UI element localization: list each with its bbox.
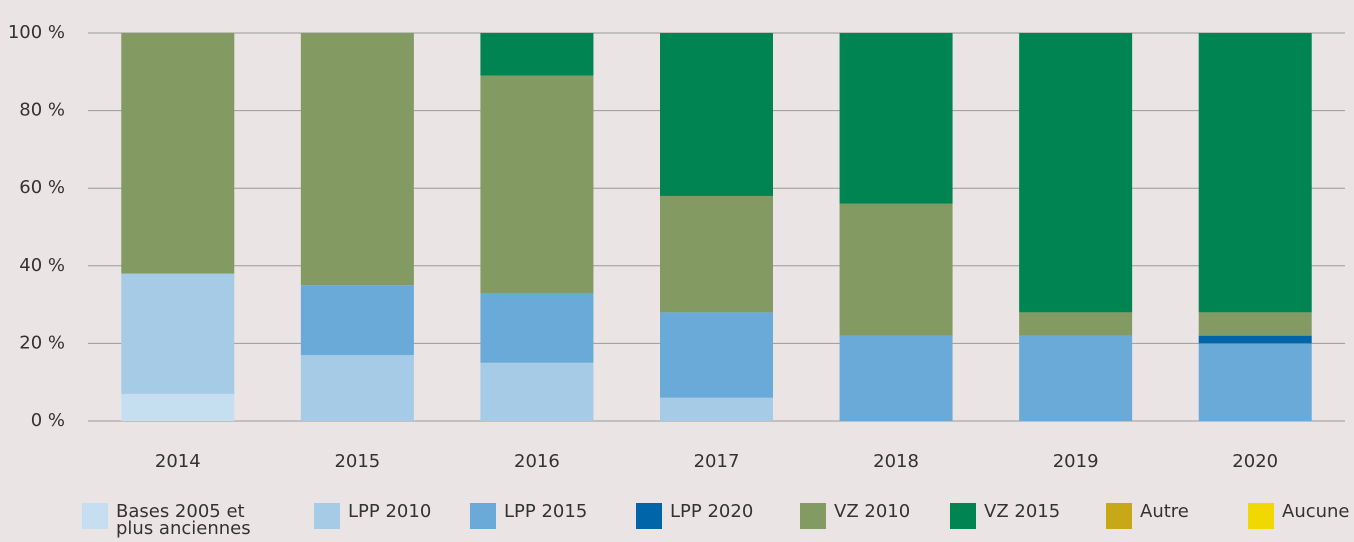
bar-segment — [660, 397, 773, 421]
legend-swatch — [314, 503, 340, 529]
legend-item: Aucune — [1248, 503, 1350, 529]
legend-swatch — [1248, 503, 1274, 529]
legend-label: VZ 2015 — [984, 501, 1061, 522]
bar-segment — [1198, 33, 1312, 313]
legend-item: LPP 2010 — [314, 503, 431, 529]
legend-label: Aucune — [1282, 501, 1350, 522]
legend-swatch — [950, 503, 976, 529]
bar-segment — [480, 75, 594, 293]
y-tick-label: 40 % — [19, 255, 65, 276]
bar-segment — [1019, 335, 1133, 421]
x-tick-label: 2016 — [514, 451, 560, 472]
legend-item: VZ 2015 — [950, 503, 1060, 529]
y-tick-label: 60 % — [19, 177, 65, 198]
bar-segment — [300, 285, 414, 356]
x-tick-label: 2015 — [334, 451, 380, 472]
legend-label: LPP 2015 — [504, 501, 588, 522]
legend-label: LPP 2010 — [348, 501, 432, 522]
legend-label: VZ 2010 — [834, 501, 911, 522]
bar-segment — [480, 362, 594, 421]
x-tick-label: 2017 — [694, 451, 740, 472]
y-tick-label: 20 % — [19, 332, 65, 353]
bar-segment — [839, 33, 953, 204]
bar-segment — [121, 273, 235, 394]
y-tick-label: 100 % — [8, 22, 65, 43]
legend-label: Autre — [1140, 501, 1189, 522]
bar-segment — [660, 195, 773, 313]
legend-item: LPP 2020 — [636, 503, 753, 529]
legend-swatch — [470, 503, 496, 529]
y-tick-label: 0 % — [31, 410, 65, 431]
legend-item: LPP 2015 — [470, 503, 587, 529]
y-tick-label: 80 % — [19, 100, 65, 121]
legend-item: Bases 2005 et plus anciennes — [82, 501, 266, 539]
legend-swatch — [82, 503, 108, 529]
bar-segment — [300, 355, 414, 421]
legend-swatch — [1106, 503, 1132, 529]
x-tick-label: 2019 — [1053, 451, 1099, 472]
legend-swatch — [636, 503, 662, 529]
x-tick-label: 2020 — [1232, 451, 1278, 472]
bar-segment — [839, 203, 953, 336]
x-tick-label: 2018 — [873, 451, 919, 472]
bar-segment — [660, 312, 773, 398]
bar-segment — [839, 335, 953, 421]
bar-segment — [480, 292, 594, 363]
legend-item: VZ 2010 — [800, 503, 910, 529]
legend-label: LPP 2020 — [670, 501, 754, 522]
bar-segment — [1198, 335, 1312, 344]
bar-segment — [121, 393, 235, 421]
bar-segment — [1198, 343, 1312, 421]
bar-segment — [121, 33, 235, 274]
legend-swatch — [800, 503, 826, 529]
legend-label: Bases 2005 et plus anciennes — [116, 501, 251, 539]
bar-segment — [1198, 312, 1312, 336]
bar-segment — [300, 33, 414, 286]
x-tick-label: 2014 — [155, 451, 201, 472]
bar-segment — [1019, 312, 1133, 336]
bar-segment — [480, 33, 594, 76]
legend-item: Autre — [1106, 503, 1189, 529]
bar-segment — [660, 33, 773, 196]
bar-segment — [1019, 33, 1133, 313]
